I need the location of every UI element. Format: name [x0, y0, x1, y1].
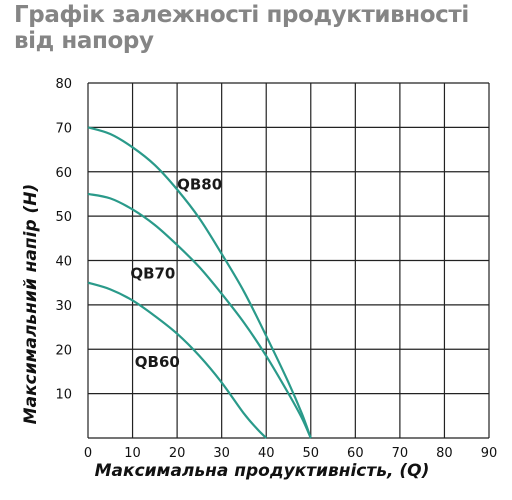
- x-tick-label: 40: [258, 446, 275, 461]
- y-tick-label: 60: [55, 166, 72, 181]
- series-label-qb60: QB60: [135, 353, 180, 371]
- y-axis-title: Максимальний напір (H): [21, 184, 41, 425]
- x-tick-label: 20: [169, 446, 186, 461]
- curves: [87, 126, 312, 439]
- y-tick-label: 40: [55, 255, 72, 270]
- series-line-qb70: [87, 192, 312, 439]
- labels: 0 10 20 30 40 50 60 70 80 90 10 20 30 40 50 60 70 80 QB80 Q…: [55, 77, 497, 461]
- x-tick-label: 70: [392, 446, 409, 461]
- series-label-qb80: QB80: [177, 176, 222, 194]
- y-tick-label: 20: [55, 343, 72, 358]
- y-tick-label: 50: [55, 210, 72, 225]
- chart-title: Графік залежності продуктивності від нап…: [14, 2, 469, 54]
- x-tick-label: 60: [347, 446, 364, 461]
- x-axis-title: Максимальна продуктивність, (Q): [95, 461, 430, 481]
- x-tick-label: 10: [124, 446, 141, 461]
- x-tick-label: 90: [481, 446, 498, 461]
- series-line-qb60: [87, 281, 267, 439]
- y-tick-label: 70: [55, 121, 72, 136]
- series-label-qb70: QB70: [130, 264, 175, 282]
- y-tick-label: 10: [55, 388, 72, 403]
- series-line-qb80: [87, 126, 312, 439]
- x-tick-label: 50: [303, 446, 320, 461]
- x-tick-label: 30: [213, 446, 230, 461]
- y-tick-label: 80: [55, 77, 72, 92]
- x-tick-label: 0: [84, 446, 92, 461]
- y-tick-label: 30: [55, 299, 72, 314]
- x-tick-label: 80: [436, 446, 453, 461]
